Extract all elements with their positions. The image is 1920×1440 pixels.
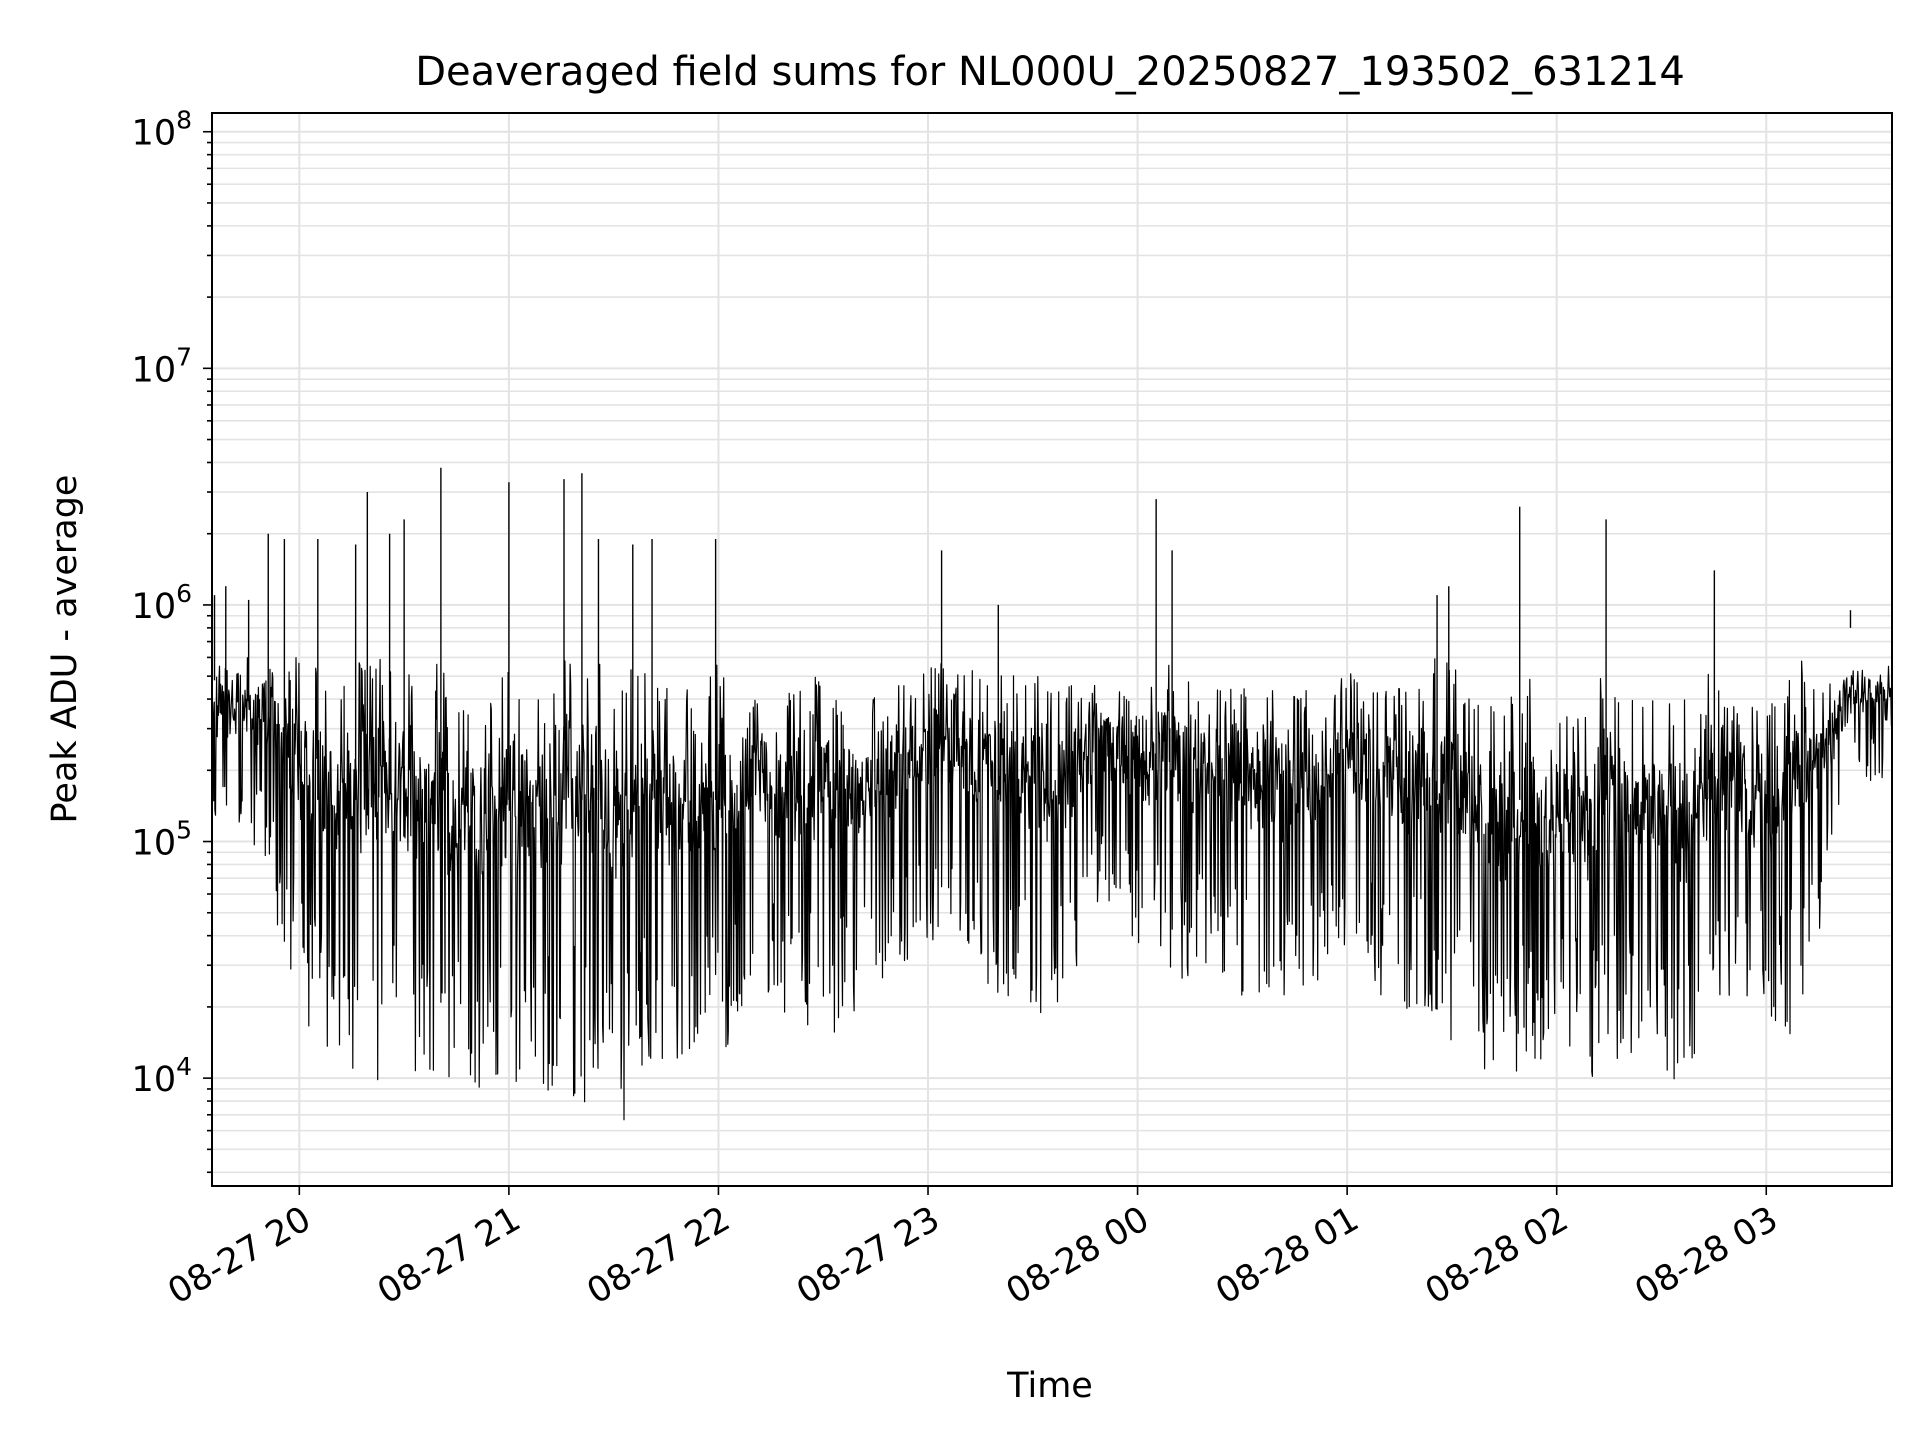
x-tick-label: 08-28 03 xyxy=(1628,1199,1784,1312)
x-tick-label: 08-28 00 xyxy=(1000,1199,1156,1312)
data-series xyxy=(211,467,1893,1121)
y-tick-label: 108 xyxy=(132,106,192,154)
x-tick-label: 08-27 21 xyxy=(371,1199,527,1312)
x-tick-label: 08-28 02 xyxy=(1419,1199,1575,1312)
y-tick-label: 104 xyxy=(132,1052,192,1100)
x-tick-label: 08-27 22 xyxy=(581,1199,737,1312)
y-tick-label: 107 xyxy=(132,342,192,390)
series-line xyxy=(211,657,1893,1121)
x-axis: 08-27 20 08-27 21 08-27 22 08-27 23 08-28 00… xyxy=(162,1186,1785,1312)
y-axis: 104 105 106 107 108 xyxy=(132,106,212,1174)
x-tick-label: 08-27 23 xyxy=(790,1199,946,1312)
plot-frame xyxy=(211,112,1893,1187)
y-axis-label: Peak ADU - average xyxy=(45,475,85,824)
x-axis-label: Time xyxy=(1006,1366,1093,1406)
chart-title: Deaveraged field sums for NL000U_2025082… xyxy=(415,49,1685,95)
y-tick-label: 105 xyxy=(132,816,192,864)
x-tick-label: 08-28 01 xyxy=(1209,1199,1365,1312)
grid xyxy=(212,113,1892,1186)
y-tick-label: 106 xyxy=(132,579,192,627)
x-tick-label: 08-27 20 xyxy=(162,1199,318,1312)
